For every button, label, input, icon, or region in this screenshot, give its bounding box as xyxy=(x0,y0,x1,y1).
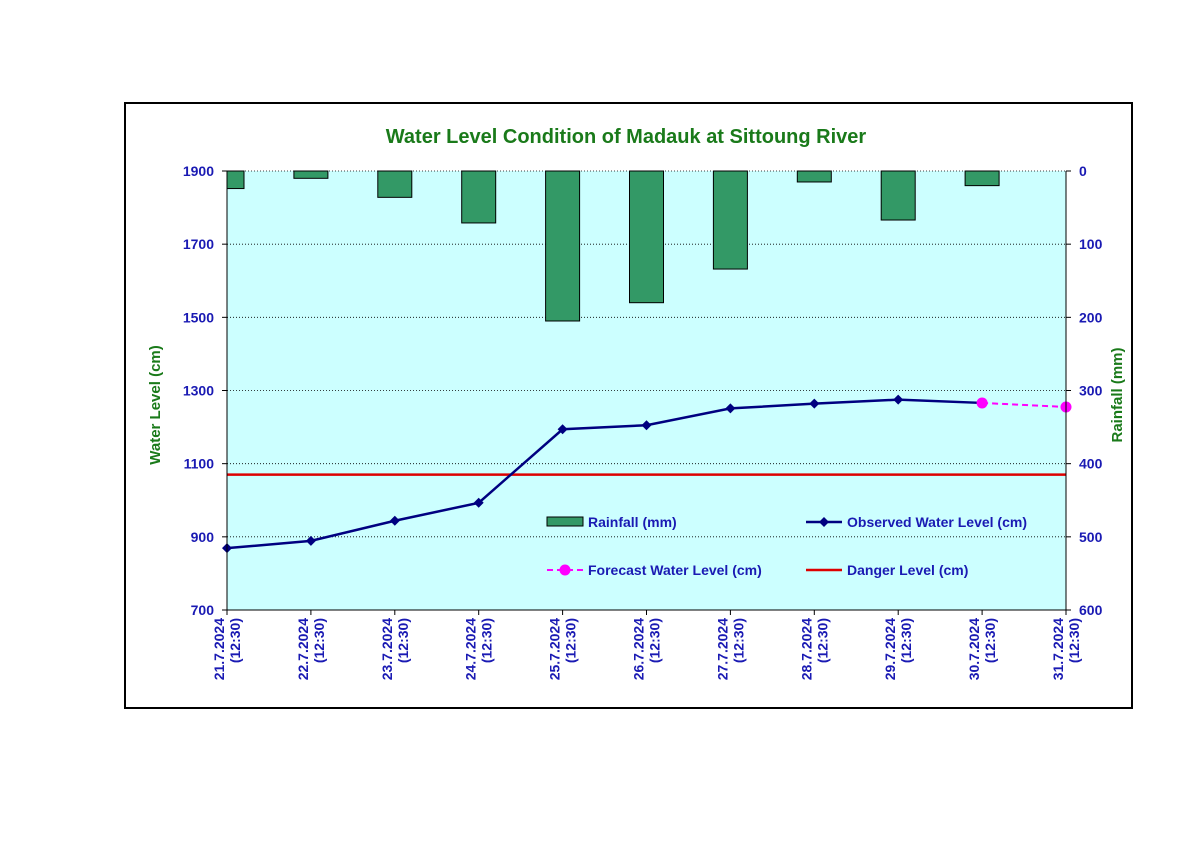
x-tick-label-date: 21.7.2024 xyxy=(211,618,227,680)
legend-swatch-rainfall xyxy=(546,516,584,527)
y-right-tick-label: 300 xyxy=(1079,383,1103,399)
y-left-tick-label: 1900 xyxy=(183,163,214,179)
legend-label-rainfall: Rainfall (mm) xyxy=(588,514,677,530)
x-tick-label-time: (12:30) xyxy=(730,618,746,663)
rainfall-bar xyxy=(880,170,916,221)
x-tick-label-date: 23.7.2024 xyxy=(379,618,395,680)
legend-label-observed: Observed Water Level (cm) xyxy=(847,514,1027,530)
y-left-tick-label: 1700 xyxy=(183,236,214,252)
y-left-tick-label: 1500 xyxy=(183,309,214,325)
x-tick-label-time: (12:30) xyxy=(227,618,243,663)
observed-point xyxy=(305,535,316,546)
x-tick-label-date: 29.7.2024 xyxy=(882,618,898,680)
y-left-tick-label: 1300 xyxy=(183,383,214,399)
rainfall-bar xyxy=(545,170,581,322)
x-tick-label-date: 24.7.2024 xyxy=(463,618,479,680)
y-right-tick-label: 200 xyxy=(1079,309,1103,325)
y-left-tick-label: 700 xyxy=(191,602,215,618)
observed-point xyxy=(893,394,904,405)
legend-marker-forecast xyxy=(559,564,571,576)
x-tick-label-date: 28.7.2024 xyxy=(798,618,814,680)
y-right-tick-label: 400 xyxy=(1079,456,1103,472)
observed-point xyxy=(725,403,736,414)
x-tick-label-date: 22.7.2024 xyxy=(295,618,311,680)
rainfall-bar xyxy=(461,170,497,224)
y-axis-left-label: Water Level (cm) xyxy=(147,345,164,464)
y-left-tick-label: 900 xyxy=(191,529,215,545)
x-tick-label-time: (12:30) xyxy=(982,618,998,663)
rainfall-bar xyxy=(226,170,245,190)
x-tick-label-date: 27.7.2024 xyxy=(714,618,730,680)
x-tick-label-date: 25.7.2024 xyxy=(547,618,563,680)
forecast-point xyxy=(976,397,988,409)
x-tick-label-time: (12:30) xyxy=(647,618,663,663)
forecast-line xyxy=(982,401,1067,408)
observed-point xyxy=(809,398,820,409)
x-tick-label-time: (12:30) xyxy=(1066,618,1082,663)
y-right-tick-label: 600 xyxy=(1079,602,1103,618)
x-tick-label-date: 30.7.2024 xyxy=(966,618,982,680)
legend-label-danger: Danger Level (cm) xyxy=(847,562,968,578)
x-tick-label-time: (12:30) xyxy=(311,618,327,663)
chart-title: Water Level Condition of Madauk at Sitto… xyxy=(386,126,867,148)
x-tick-label-time: (12:30) xyxy=(814,618,830,663)
y-right-tick-label: 500 xyxy=(1079,529,1103,545)
legend: Rainfall (mm) Observed Water Level (cm) Fo… xyxy=(546,514,1027,578)
observed-point xyxy=(389,515,400,526)
x-tick-label-time: (12:30) xyxy=(479,618,495,663)
rainfall-bars xyxy=(226,170,1000,322)
y-right-tick-label: 0 xyxy=(1079,163,1087,179)
rainfall-bar xyxy=(377,170,413,198)
y-right-tick-label: 100 xyxy=(1079,236,1103,252)
legend-marker-observed xyxy=(819,517,829,527)
x-tick-label-date: 26.7.2024 xyxy=(631,618,647,680)
rainfall-bar xyxy=(964,170,1000,187)
x-tick-label-date: 31.7.2024 xyxy=(1050,618,1066,680)
observed-point xyxy=(557,424,568,435)
y-axis-right-label: Rainfall (mm) xyxy=(1109,347,1126,442)
x-tick-label-time: (12:30) xyxy=(563,618,579,663)
rainfall-bar xyxy=(712,170,748,270)
x-tick-label-time: (12:30) xyxy=(898,618,914,663)
forecast-series xyxy=(976,397,1072,413)
observed-point xyxy=(641,420,652,431)
x-tick-label-time: (12:30) xyxy=(395,618,411,663)
observed-point xyxy=(473,497,484,508)
observed-line xyxy=(226,398,983,550)
legend-label-forecast: Forecast Water Level (cm) xyxy=(588,562,762,578)
gridlines xyxy=(227,170,1066,538)
rainfall-bar xyxy=(293,170,329,179)
y-left-tick-label: 1100 xyxy=(184,456,215,472)
rainfall-bar xyxy=(796,170,832,183)
axes: 700 900 1100 1300 1500 1700 1900 0 100 200 300 400 5… xyxy=(183,163,1103,680)
rainfall-bar xyxy=(629,170,664,304)
